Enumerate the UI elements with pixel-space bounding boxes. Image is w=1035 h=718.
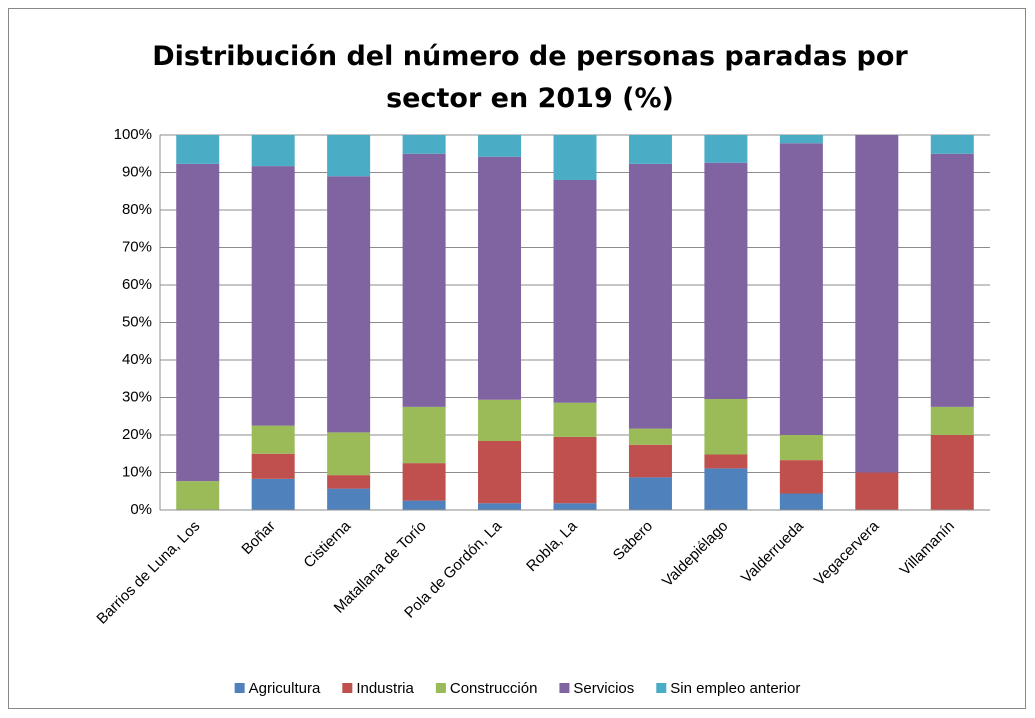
legend-swatch	[342, 683, 353, 693]
bar-segment	[478, 503, 522, 510]
bar-segment	[327, 475, 371, 489]
bar-segment	[251, 135, 295, 167]
bar-segment	[553, 503, 597, 510]
legend-swatch	[234, 683, 245, 693]
bar-segment	[704, 454, 748, 469]
y-tick-label: 100%	[114, 126, 152, 143]
legend-label: Agricultura	[249, 680, 321, 697]
bar-segment	[779, 435, 823, 461]
y-tick-label: 30%	[122, 388, 152, 405]
y-tick-label: 40%	[122, 351, 152, 368]
bar-segment	[478, 135, 522, 157]
bar-segment	[628, 163, 672, 429]
bar-segment	[930, 135, 974, 154]
y-tick-label: 0%	[130, 501, 152, 518]
bar-segment	[402, 463, 446, 501]
bar-segment	[251, 453, 295, 479]
bar-segment	[553, 436, 597, 504]
bar-segment	[553, 402, 597, 437]
bar-segment	[402, 406, 446, 464]
y-tick-label: 20%	[122, 426, 152, 443]
bar-segment	[855, 135, 899, 473]
bar-segment	[704, 468, 748, 510]
bar-segment	[779, 135, 823, 144]
bar-segment	[628, 444, 672, 478]
bar-segment	[402, 135, 446, 154]
bar-segment	[327, 488, 371, 510]
bar-segment	[779, 143, 823, 435]
bar-segment	[327, 176, 371, 433]
bar-segment	[855, 472, 899, 510]
bar-segment	[628, 428, 672, 445]
y-tick-label: 80%	[122, 201, 152, 218]
legend-swatch	[656, 683, 667, 693]
bar-segment	[553, 135, 597, 180]
bar-segment	[930, 153, 974, 407]
bar-segment	[251, 425, 295, 454]
y-tick-label: 70%	[122, 238, 152, 255]
bar-segment	[628, 477, 672, 510]
bar-segment	[478, 399, 522, 441]
bar-segment	[930, 435, 974, 510]
bar-segment	[176, 481, 220, 510]
bar-segment	[779, 493, 823, 510]
y-tick-label: 10%	[122, 463, 152, 480]
bar-segment	[704, 135, 748, 163]
bar-segment	[553, 180, 597, 403]
bar-segment	[176, 163, 220, 482]
bar-segment	[478, 156, 522, 400]
bar-segment	[704, 399, 748, 455]
bar-segment	[628, 135, 672, 164]
bar-segment	[402, 500, 446, 510]
bar-segment	[779, 460, 823, 494]
bar-segment	[251, 166, 295, 426]
bar-segment	[704, 162, 748, 399]
bar-segment	[176, 135, 220, 164]
bar-segment	[402, 153, 446, 407]
y-tick-label: 50%	[122, 313, 152, 330]
y-tick-label: 90%	[122, 163, 152, 180]
legend-swatch	[559, 683, 570, 693]
y-tick-label: 60%	[122, 276, 152, 293]
bar-segment	[327, 135, 371, 177]
bar-segment	[930, 406, 974, 435]
bar-segment	[327, 432, 371, 476]
bar-segment	[478, 441, 522, 504]
legend-swatch	[435, 683, 446, 693]
legend-label: Servicios	[573, 680, 634, 697]
chart-title: Distribución del número de personas para…	[152, 41, 908, 114]
legend-label: Sin empleo anterior	[670, 680, 800, 697]
legend-label: Industria	[356, 680, 414, 697]
legend-label: Construcción	[450, 680, 538, 697]
bar-segment	[251, 478, 295, 510]
